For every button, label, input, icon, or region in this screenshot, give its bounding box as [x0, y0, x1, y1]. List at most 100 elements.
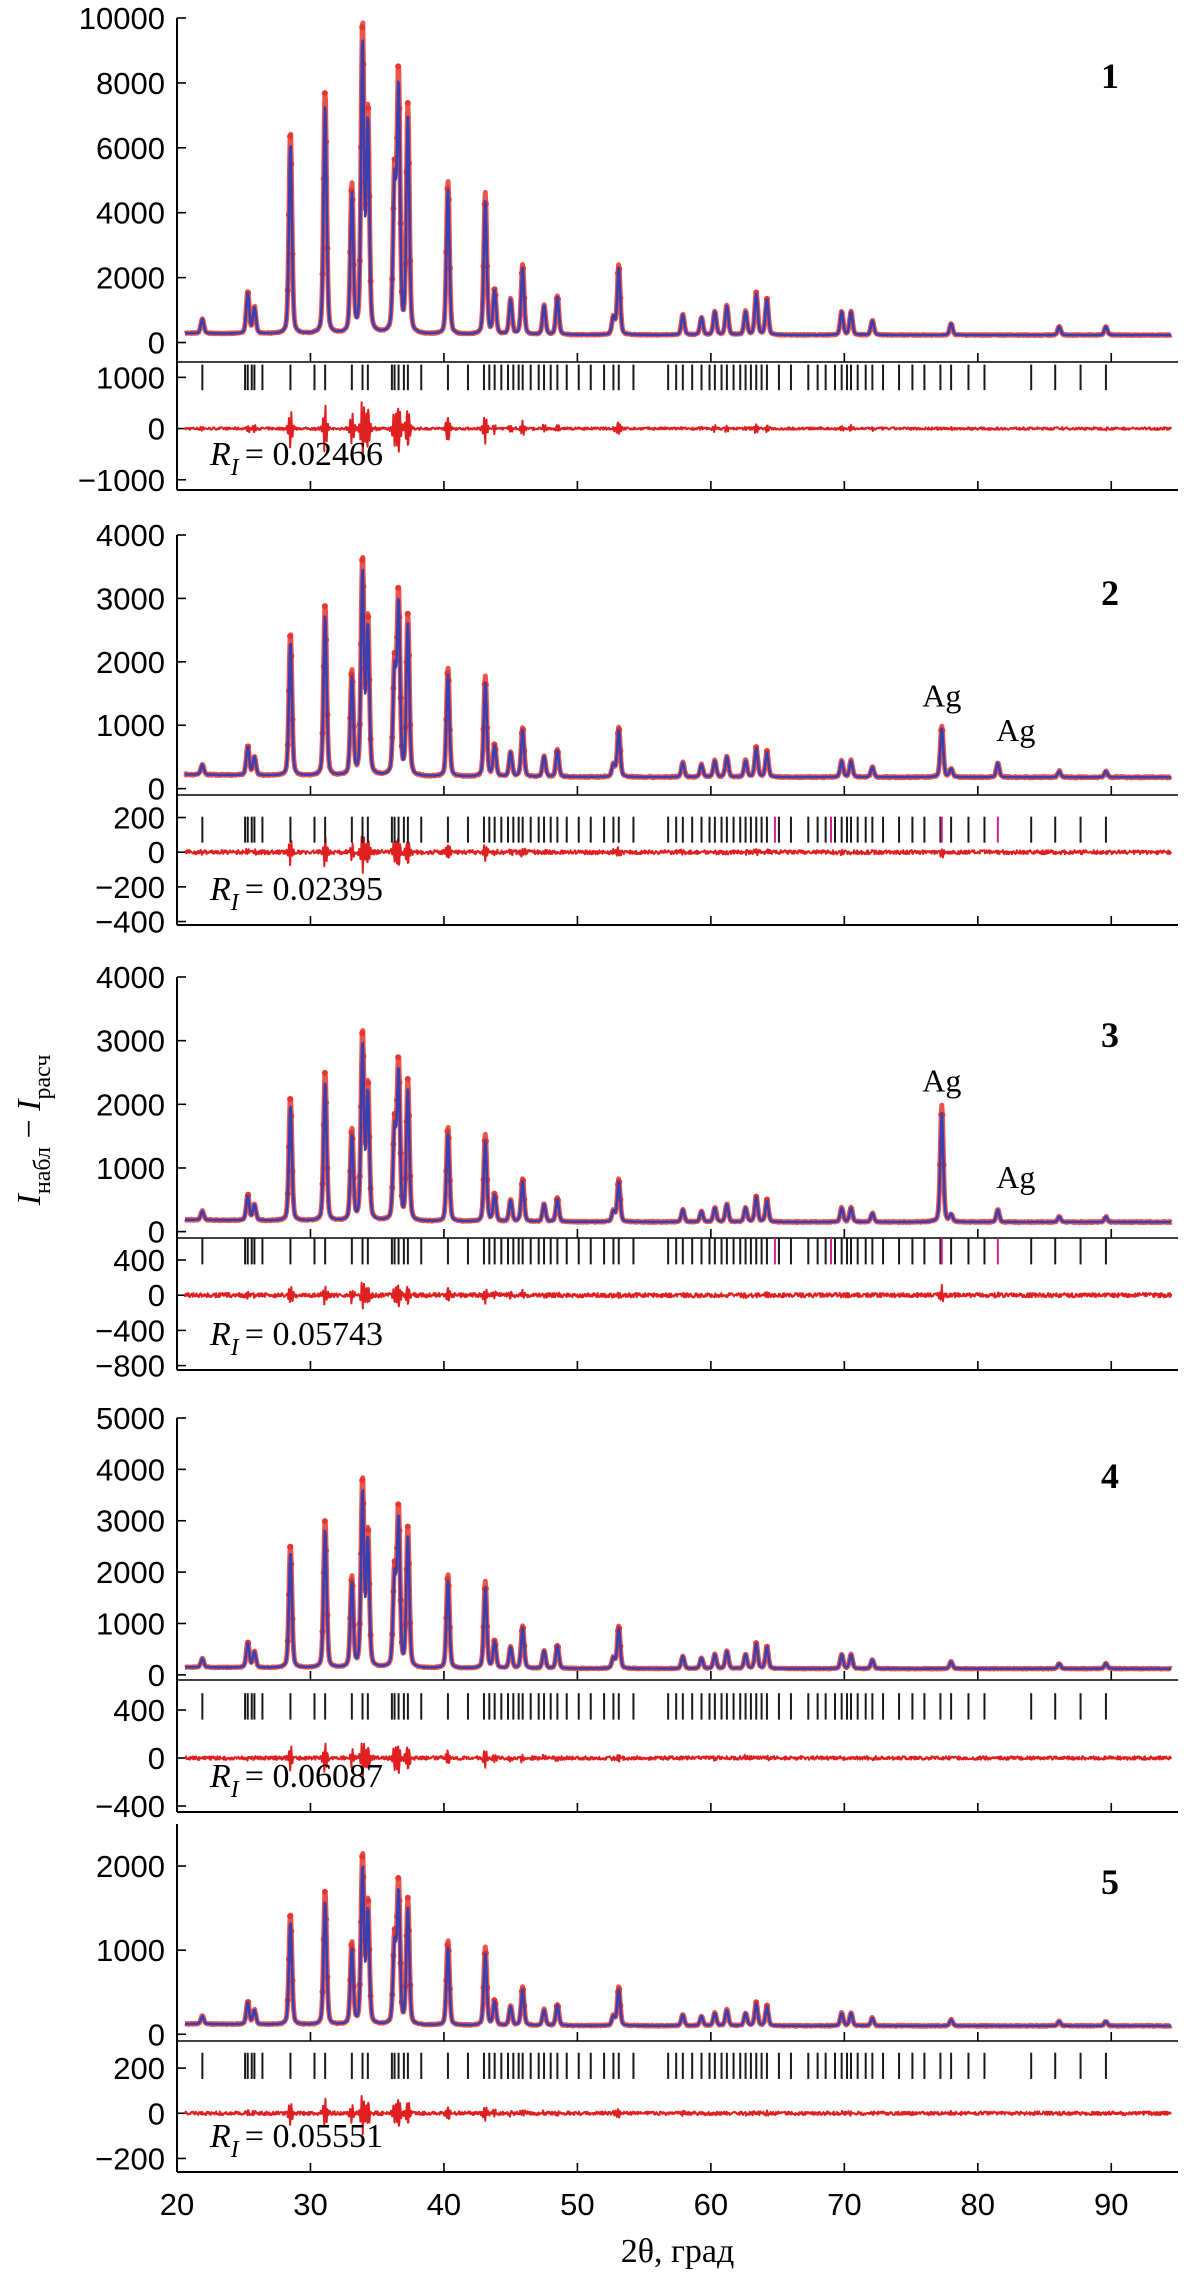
reliability-factor-label: RI = 0.06087 — [209, 1758, 383, 1803]
ri-value: = 0.05743 — [245, 1316, 383, 1353]
observed-point — [287, 633, 294, 640]
observed-point — [404, 1076, 411, 1083]
observed-point — [359, 1853, 366, 1860]
observed-point — [444, 1128, 451, 1135]
observed-point — [404, 100, 411, 107]
observed-point — [359, 24, 366, 31]
diff-y-tick-label: 400 — [113, 1243, 165, 1278]
observed-point — [365, 1079, 372, 1086]
diff-y-tick-label: 0 — [148, 2096, 165, 2131]
y-tick-label: 8000 — [96, 66, 165, 101]
x-tick-label: 70 — [827, 2187, 861, 2222]
y-tick-label: 4000 — [96, 1452, 165, 1487]
calculated-intensity-line — [184, 1489, 1172, 1670]
x-tick-label: 80 — [961, 2187, 995, 2222]
y-title-calc-sub: расч — [30, 1055, 56, 1100]
x-tick-label: 20 — [160, 2187, 194, 2222]
y-tick-label: 3000 — [96, 581, 165, 616]
diff-y-tick-label: 200 — [113, 801, 165, 836]
difference-curve — [184, 1281, 1173, 1310]
x-tick-label: 30 — [293, 2187, 327, 2222]
diff-y-tick-label: 1000 — [96, 360, 165, 395]
diff-y-tick-label: −400 — [95, 905, 165, 940]
observed-point — [764, 748, 770, 755]
observed-point — [287, 1913, 294, 1920]
observed-point — [753, 1999, 760, 2006]
observed-point — [287, 133, 294, 140]
reliability-factor-label: RI = 0.02395 — [209, 871, 383, 916]
y-title-calc: I — [11, 1098, 48, 1112]
observed-point — [395, 584, 402, 591]
diff-y-tick-label: −1000 — [78, 463, 165, 498]
y-tick-label: 6000 — [96, 131, 165, 166]
y-tick-label: 2000 — [96, 261, 165, 296]
observed-point — [321, 1888, 328, 1895]
y-tick-label: 3000 — [96, 1024, 165, 1059]
difference-curve — [184, 1742, 1173, 1779]
y-tick-label: 1000 — [96, 708, 165, 743]
y-tick-label: 1000 — [96, 1606, 165, 1641]
ri-symbol: R — [209, 1316, 231, 1353]
y-tick-label: 0 — [148, 2017, 165, 2052]
ag-peak-label: Ag — [922, 1063, 961, 1099]
ri-symbol: R — [209, 2118, 231, 2155]
observed-point — [321, 1518, 328, 1525]
y-tick-label: 1000 — [96, 1151, 165, 1186]
y-tick-label: 2000 — [96, 1849, 165, 1884]
observed-point — [365, 1897, 372, 1904]
observed-point — [365, 613, 372, 620]
ri-symbol: R — [209, 871, 231, 908]
observed-intensity-line — [183, 1475, 1174, 1672]
y-tick-label: 0 — [148, 326, 165, 361]
y-title-sep: − — [11, 1111, 48, 1147]
observed-point — [395, 1501, 402, 1508]
observed-point — [395, 1054, 402, 1061]
y-tick-label: 2000 — [96, 645, 165, 680]
y-tick-label: 0 — [148, 772, 165, 807]
y-tick-label: 0 — [148, 1215, 165, 1250]
y-tick-label: 3000 — [96, 1504, 165, 1539]
y-title-obs-sub: набл — [30, 1147, 56, 1194]
observed-point — [365, 105, 372, 112]
ag-peak-label: Ag — [922, 678, 961, 714]
y-tick-label: 4000 — [96, 196, 165, 231]
calculated-intensity-line — [184, 1865, 1172, 2028]
y-title-obs: I — [11, 1192, 48, 1206]
ri-subscript: I — [230, 890, 240, 916]
difference-curve — [184, 835, 1173, 874]
panel-number-label: 4 — [1101, 1456, 1119, 1496]
observed-point — [404, 610, 411, 617]
calculated-intensity-line — [184, 1042, 1172, 1224]
observed-point — [348, 1942, 355, 1949]
panel-number-label: 2 — [1101, 573, 1119, 613]
y-tick-label: 2000 — [96, 1087, 165, 1122]
ri-subscript: I — [230, 455, 240, 481]
diff-y-tick-label: −200 — [95, 2141, 165, 2176]
observed-point — [287, 1543, 294, 1550]
panel-number-label: 5 — [1101, 1862, 1119, 1902]
observed-intensity-line — [183, 20, 1174, 338]
ri-subscript: I — [230, 1777, 240, 1803]
ag-peak-label: Ag — [996, 712, 1035, 748]
diff-y-tick-label: 0 — [148, 1741, 165, 1776]
ri-subscript: I — [230, 2137, 240, 2163]
y-tick-label: 4000 — [96, 518, 165, 553]
calculated-intensity-line — [184, 39, 1172, 337]
calculated-intensity-line — [184, 568, 1172, 779]
observed-point — [404, 1523, 411, 1530]
y-tick-label: 10000 — [79, 1, 165, 36]
diff-y-tick-label: 400 — [113, 1693, 165, 1728]
diff-y-tick-label: −400 — [95, 1313, 165, 1348]
x-tick-label: 90 — [1094, 2187, 1128, 2222]
diff-y-tick-label: 0 — [148, 835, 165, 870]
ri-symbol: R — [209, 436, 231, 473]
ri-value: = 0.06087 — [245, 1758, 383, 1795]
observed-point — [395, 1875, 402, 1882]
ri-subscript: I — [230, 1335, 240, 1361]
